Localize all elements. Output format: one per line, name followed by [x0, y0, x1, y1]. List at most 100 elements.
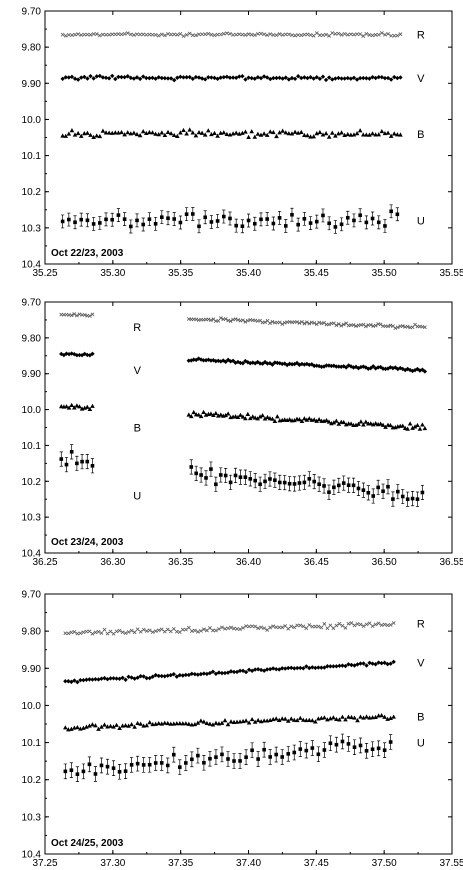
- data-point-V: [189, 671, 195, 677]
- data-point-V: [379, 661, 384, 666]
- data-point-B: [238, 412, 243, 417]
- data-point-B: [324, 417, 329, 423]
- data-point-B: [111, 724, 116, 729]
- data-point-R: [379, 31, 384, 35]
- data-point-R: [156, 33, 161, 38]
- data-point-U: [382, 748, 387, 752]
- data-point-R: [388, 622, 393, 627]
- band-label-U: U: [417, 216, 425, 228]
- data-point-V: [199, 76, 205, 81]
- data-point-U: [341, 481, 346, 485]
- data-point-V: [382, 660, 387, 665]
- data-point-B: [288, 716, 294, 721]
- data-point-B: [212, 130, 217, 135]
- data-point-R: [252, 33, 257, 38]
- data-point-V: [198, 671, 204, 677]
- data-point-R: [247, 624, 251, 629]
- data-point-V: [343, 365, 349, 370]
- data-point-B: [311, 417, 317, 422]
- data-point-U: [184, 761, 188, 765]
- data-point-R: [85, 32, 90, 37]
- data-point-V: [237, 668, 243, 674]
- data-point-B: [178, 130, 183, 135]
- data-point-R: [370, 33, 375, 38]
- data-point-V: [120, 675, 125, 680]
- data-point-R: [243, 319, 248, 324]
- data-point-U: [75, 772, 80, 776]
- data-point-U: [81, 769, 86, 774]
- data-point-B: [78, 133, 84, 138]
- data-point-B: [117, 725, 122, 731]
- series-U: U: [60, 204, 425, 234]
- data-point-R: [63, 33, 68, 38]
- data-point-U: [307, 477, 312, 481]
- data-point-U: [104, 217, 108, 222]
- data-point-B: [213, 410, 219, 416]
- data-point-U: [191, 212, 195, 216]
- data-point-V: [286, 665, 291, 671]
- data-point-V: [128, 75, 134, 81]
- data-point-R: [147, 32, 152, 37]
- data-point-V: [382, 75, 388, 81]
- data-point-U: [381, 489, 385, 494]
- data-point-V: [183, 672, 189, 678]
- data-point-V: [280, 666, 285, 671]
- data-point-V: [343, 663, 348, 669]
- data-point-B: [87, 406, 93, 411]
- data-point-V: [319, 665, 324, 670]
- data-point-B: [343, 717, 348, 722]
- data-point-V: [195, 672, 201, 677]
- data-point-B: [140, 129, 146, 134]
- data-point-V: [134, 75, 140, 80]
- x-tick-label: 36.50: [372, 557, 397, 568]
- data-point-U: [386, 484, 390, 489]
- data-point-U: [376, 746, 381, 751]
- data-point-R: [165, 627, 170, 632]
- data-point-B: [294, 717, 300, 723]
- data-point-V: [305, 75, 310, 81]
- x-tick-label: 36.35: [168, 557, 193, 568]
- data-point-R: [125, 31, 130, 36]
- data-point-U: [277, 480, 282, 485]
- data-point-V: [216, 670, 222, 675]
- data-point-U: [415, 497, 420, 501]
- data-point-R: [351, 323, 356, 327]
- band-label-U: U: [133, 491, 141, 503]
- data-point-B: [204, 720, 210, 726]
- data-point-B: [228, 719, 234, 724]
- data-point-R: [300, 319, 304, 324]
- data-point-V: [373, 75, 378, 81]
- x-tick-label: 35.35: [168, 268, 193, 279]
- data-point-B: [412, 424, 418, 429]
- data-point-V: [174, 674, 179, 679]
- data-point-B: [195, 720, 201, 725]
- data-point-R: [268, 32, 273, 36]
- data-point-R: [132, 33, 136, 37]
- data-point-R: [74, 313, 79, 318]
- data-point-R: [181, 34, 186, 38]
- data-point-B: [243, 129, 248, 134]
- data-point-B: [273, 716, 279, 721]
- data-point-R: [293, 33, 297, 38]
- data-point-B: [337, 717, 342, 722]
- data-point-B: [66, 131, 72, 136]
- data-point-U: [327, 490, 331, 494]
- y-tick-label: 10.2: [22, 187, 42, 198]
- data-point-R: [334, 323, 339, 328]
- data-point-U: [328, 741, 333, 746]
- x-tick-label: 35.30: [100, 268, 125, 279]
- data-point-B: [255, 717, 261, 723]
- data-point-B: [388, 133, 394, 138]
- data-point-R: [99, 631, 104, 635]
- data-point-R: [290, 33, 294, 38]
- data-point-V: [292, 76, 298, 82]
- data-point-R: [229, 625, 233, 630]
- data-point-B: [94, 133, 100, 138]
- data-point-B: [108, 723, 113, 728]
- data-point-U: [209, 467, 213, 471]
- data-point-U: [340, 739, 345, 744]
- data-point-B: [370, 422, 376, 427]
- data-point-V: [340, 663, 345, 668]
- data-point-B: [279, 716, 285, 721]
- data-point-R: [358, 622, 363, 627]
